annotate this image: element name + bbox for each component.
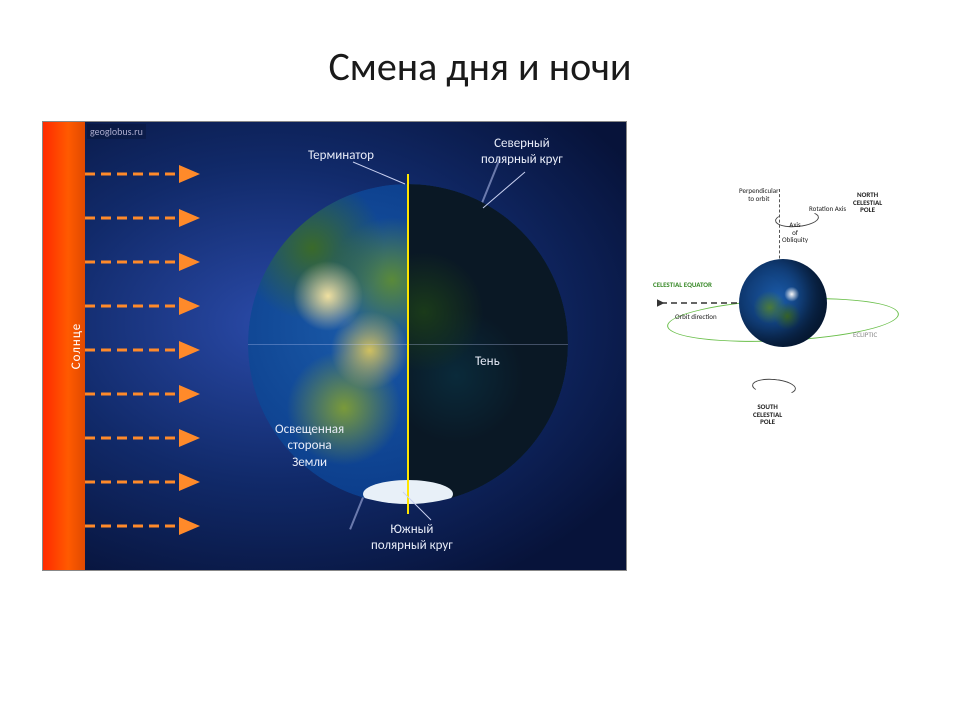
sun-strip: Солнце <box>43 122 85 570</box>
sm-label-celestial-equator: CELESTIAL EQUATOR <box>653 281 712 289</box>
sm-label-perpendicular: Perpendicular to orbit <box>739 187 779 202</box>
terminator-line <box>407 174 409 514</box>
axial-tilt-diagram: Perpendicular to orbit Axis of Obliquity… <box>657 181 907 441</box>
day-night-diagram: Солнце geoglobus.ru <box>42 121 627 571</box>
page-title: Смена дня и ночи <box>0 0 960 121</box>
label-south-polar: Южный полярный круг <box>371 522 453 555</box>
content-row: Солнце geoglobus.ru <box>0 121 960 571</box>
sm-label-south-pole: SOUTH CELESTIAL POLE <box>753 403 782 426</box>
label-shadow: Тень <box>475 354 500 370</box>
small-earth <box>739 259 827 347</box>
sm-label-orbit-direction: Orbit direction <box>675 313 717 321</box>
label-terminator: Терминатор <box>308 148 374 164</box>
rotation-arrow-bottom <box>751 377 796 397</box>
sm-label-ecliptic: ECLIPTIC <box>853 331 877 339</box>
sm-label-north-pole: NORTH CELESTIAL POLE <box>853 191 882 214</box>
label-lit-side: Освещенная сторона Земли <box>275 422 344 471</box>
sun-label: Солнце <box>69 323 84 370</box>
sm-label-rotation-axis: Rotation Axis <box>809 205 846 213</box>
sm-label-obliquity: Axis of Obliquity <box>782 221 808 244</box>
sun-rays <box>85 122 235 571</box>
label-north-polar: Северный полярный круг <box>481 136 563 169</box>
